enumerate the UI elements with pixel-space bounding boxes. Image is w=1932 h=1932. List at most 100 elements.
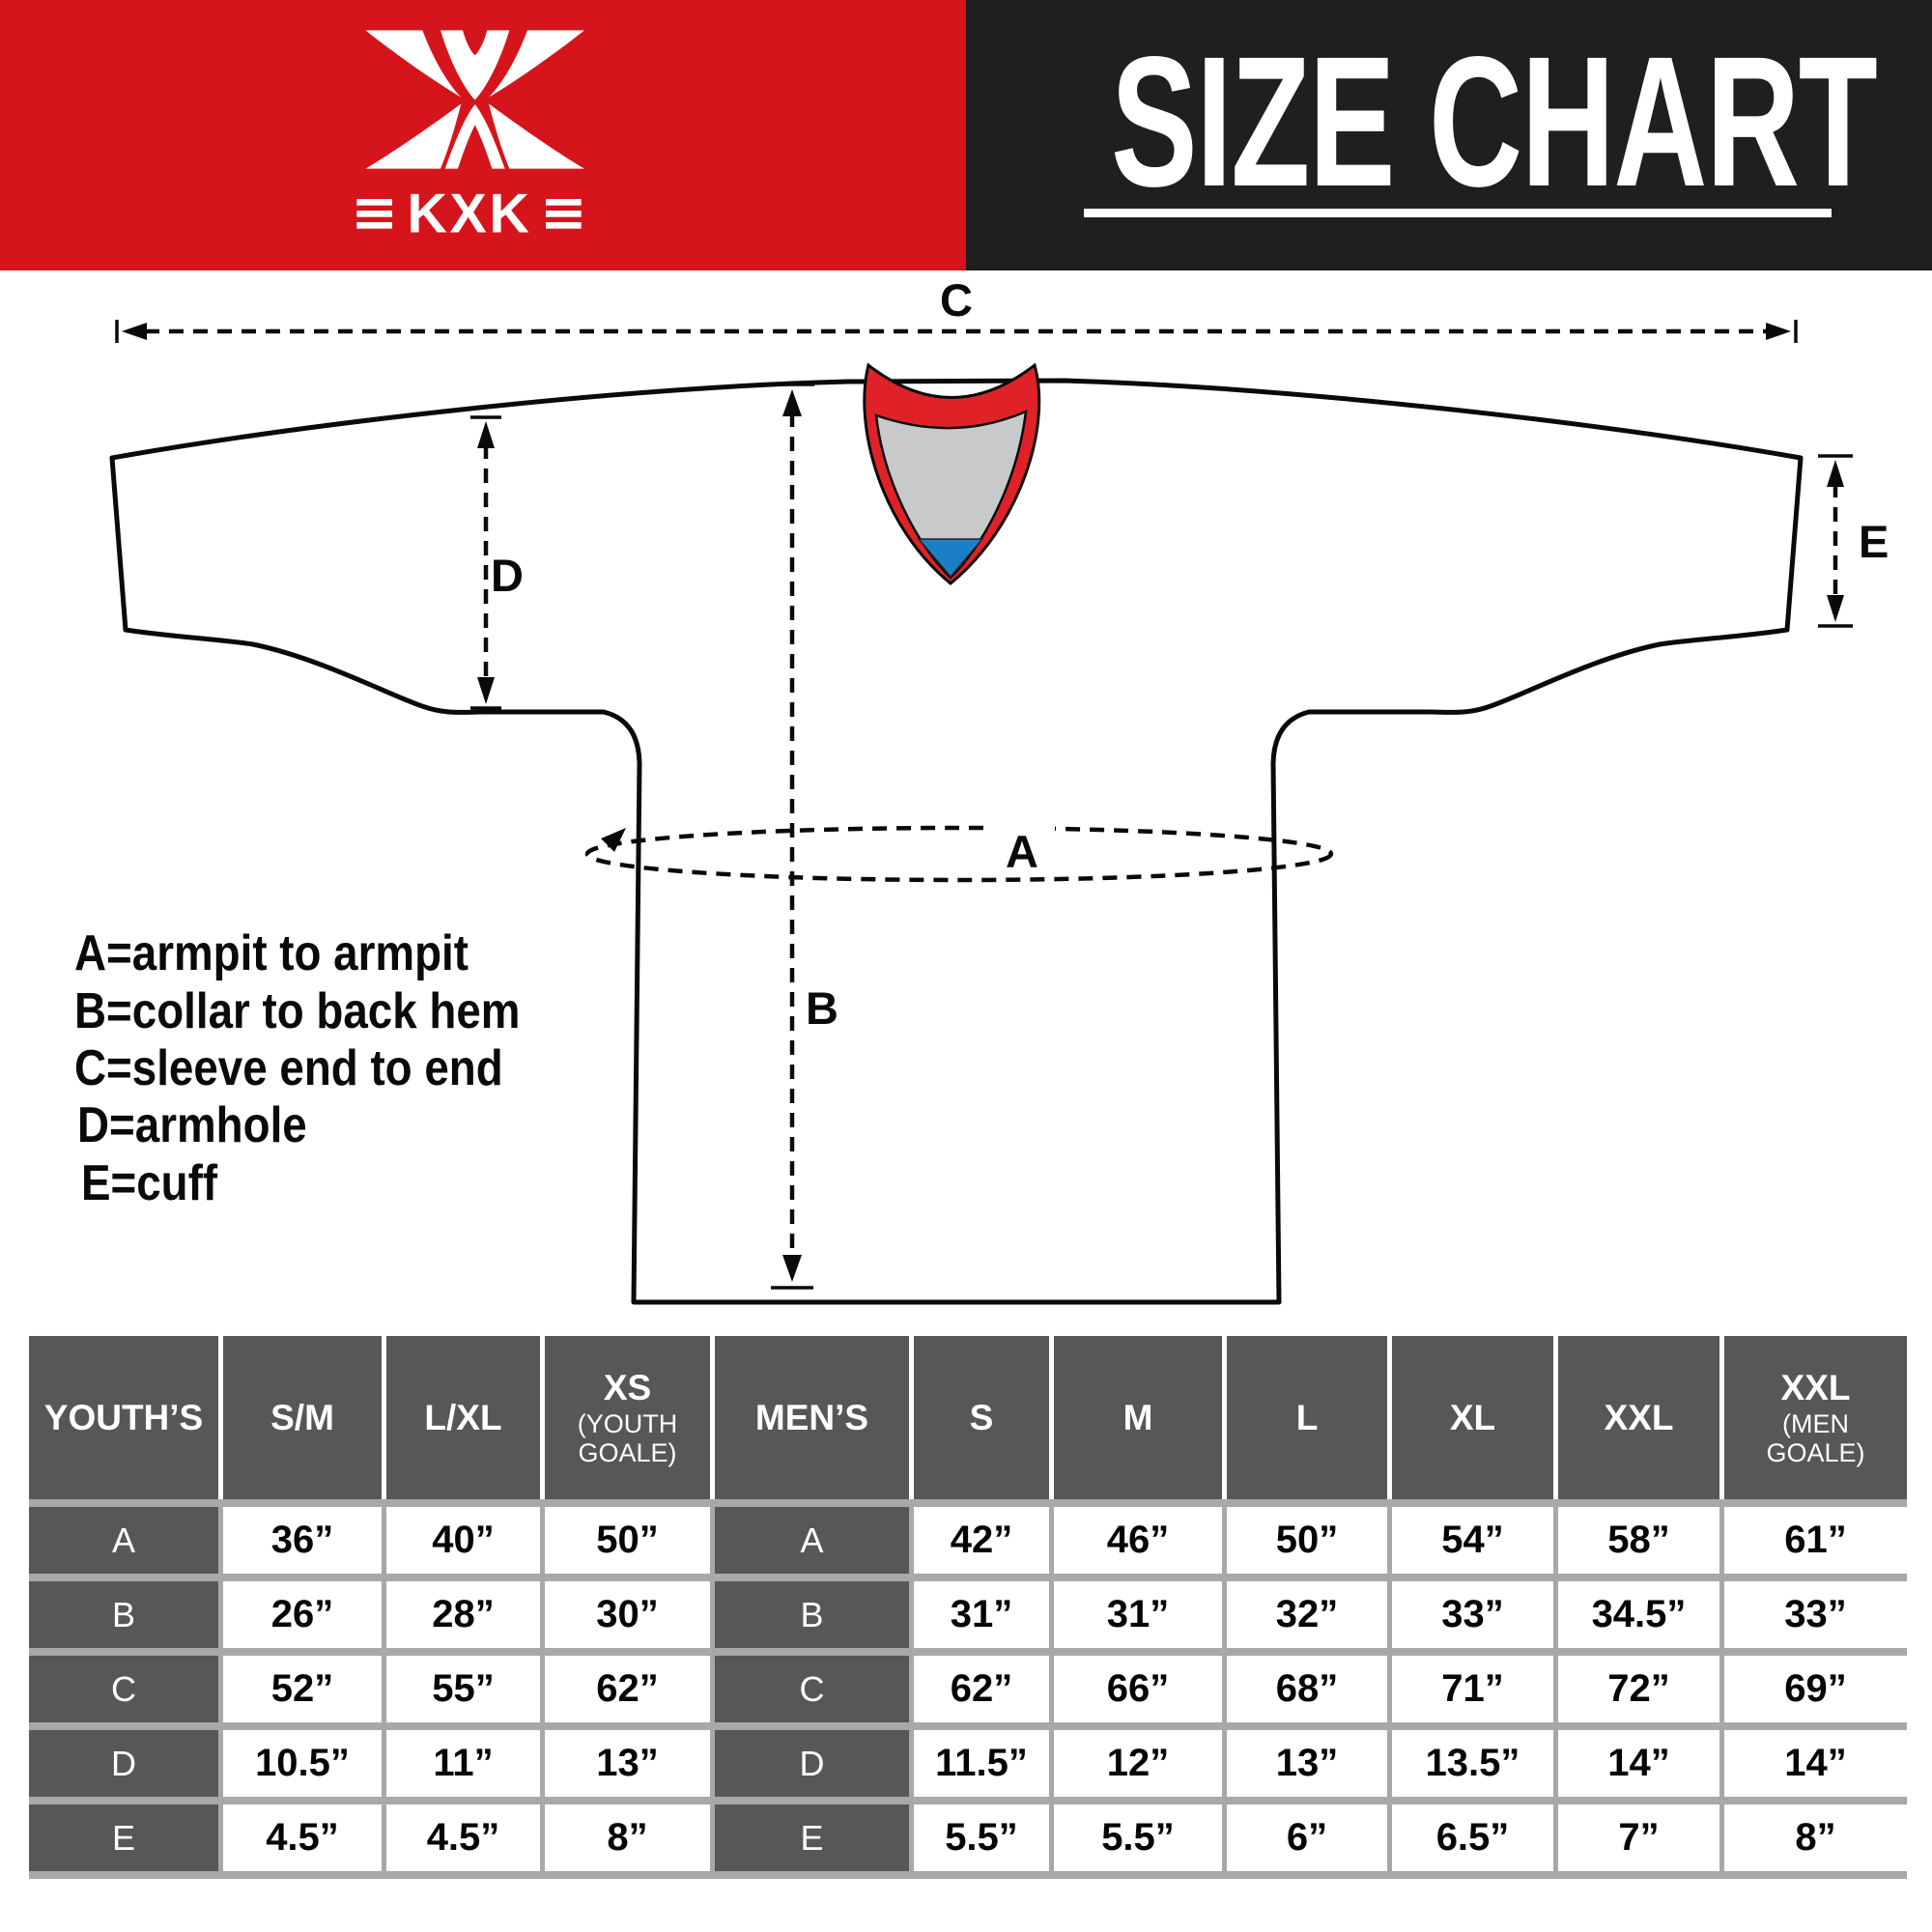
row-label: C bbox=[715, 1656, 909, 1722]
col-header: L bbox=[1227, 1336, 1387, 1499]
row-label: B bbox=[29, 1581, 218, 1648]
legend-line: C=sleeve end to end bbox=[74, 1040, 503, 1095]
table-cell: 26” bbox=[223, 1581, 382, 1648]
col-header-youths: YOUTH’S bbox=[29, 1336, 218, 1499]
table-cell: 11.5” bbox=[914, 1730, 1049, 1797]
measure-arrow-e: E bbox=[1818, 454, 1889, 628]
measure-legend: A=armpit to armpit B=collar to back hem … bbox=[74, 925, 520, 1210]
table-header-row: YOUTH’S S/M L/XL XS (YOUTH GOALE) MEN’S … bbox=[29, 1336, 1907, 1499]
table-cell: 13” bbox=[545, 1730, 710, 1797]
title-header-panel bbox=[966, 0, 1932, 270]
table-cell: 28” bbox=[386, 1581, 540, 1648]
table-cell: 5.5” bbox=[914, 1804, 1049, 1871]
table-cell: 6.5” bbox=[1392, 1804, 1553, 1871]
table-cell: 58” bbox=[1558, 1507, 1719, 1574]
table-cell: 14” bbox=[1558, 1730, 1719, 1797]
brand-text: KXK bbox=[407, 184, 531, 240]
measure-label-a: A bbox=[1006, 826, 1038, 877]
col-header-sub: (YOUTH GOALE) bbox=[577, 1408, 678, 1467]
table-cell: 50” bbox=[1227, 1507, 1387, 1574]
kxk-logo-icon: KXK bbox=[356, 30, 584, 240]
table-cell: 31” bbox=[914, 1581, 1049, 1648]
table-cell: 50” bbox=[545, 1507, 710, 1574]
jersey-measurement-diagram: C D E A bbox=[74, 274, 1889, 1305]
table-cell: 12” bbox=[1054, 1730, 1222, 1797]
table-cell: 54” bbox=[1392, 1507, 1553, 1574]
col-header-xxl-men-goale: XXL (MEN GOALE) bbox=[1724, 1336, 1907, 1499]
table-row-b: B 26” 28” 30” B 31” 31” 32” 33” 34.5” 33… bbox=[29, 1581, 1907, 1648]
table-cell: 30” bbox=[545, 1581, 710, 1648]
table-row-c: C 52” 55” 62” C 62” 66” 68” 71” 72” 69” bbox=[29, 1656, 1907, 1722]
table-cell: 4.5” bbox=[386, 1804, 540, 1871]
title-underline bbox=[1084, 209, 1832, 217]
table-cell: 52” bbox=[223, 1656, 382, 1722]
table-cell: 61” bbox=[1724, 1507, 1907, 1574]
row-label: E bbox=[715, 1804, 909, 1871]
table-cell: 69” bbox=[1724, 1656, 1907, 1722]
row-label: C bbox=[29, 1656, 218, 1722]
legend-line: E=cuff bbox=[81, 1155, 218, 1210]
measure-label-c: C bbox=[940, 274, 973, 326]
measure-arrow-c: C bbox=[115, 274, 1798, 343]
measure-ellipse-a: A bbox=[584, 823, 1334, 883]
table-cell: 36” bbox=[223, 1507, 382, 1574]
legend-line: A=armpit to armpit bbox=[74, 925, 469, 980]
table-cell: 55” bbox=[386, 1656, 540, 1722]
table-cell: 31” bbox=[1054, 1581, 1222, 1648]
col-header: M bbox=[1054, 1336, 1222, 1499]
row-label: D bbox=[29, 1730, 218, 1797]
collar bbox=[863, 362, 1041, 585]
table-cell: 62” bbox=[545, 1656, 710, 1722]
page-title: SIZE CHART bbox=[1111, 17, 1878, 225]
brand-header-panel: KXK bbox=[0, 0, 966, 270]
table-cell: 8” bbox=[545, 1804, 710, 1871]
col-header-xs-youth-goale: XS (YOUTH GOALE) bbox=[545, 1336, 710, 1499]
table-cell: 33” bbox=[1724, 1581, 1907, 1648]
row-label: A bbox=[715, 1507, 909, 1574]
measure-arrow-d: D bbox=[470, 415, 524, 710]
table-row-a: A 36” 40” 50” A 42” 46” 50” 54” 58” 61” bbox=[29, 1507, 1907, 1574]
col-header-main: XS bbox=[603, 1367, 652, 1407]
table-cell: 68” bbox=[1227, 1656, 1387, 1722]
col-header: L/XL bbox=[386, 1336, 540, 1499]
table-cell: 42” bbox=[914, 1507, 1049, 1574]
row-label: A bbox=[29, 1507, 218, 1574]
collar-inner bbox=[874, 409, 1028, 580]
col-header: S bbox=[914, 1336, 1049, 1499]
col-header: XXL bbox=[1558, 1336, 1719, 1499]
table-cell: 5.5” bbox=[1054, 1804, 1222, 1871]
table-cell: 40” bbox=[386, 1507, 540, 1574]
col-header-sub: (MEN GOALE) bbox=[1766, 1408, 1865, 1467]
legend-line: D=armhole bbox=[77, 1097, 307, 1152]
table-cell: 62” bbox=[914, 1656, 1049, 1722]
row-label: D bbox=[715, 1730, 909, 1797]
table-cell: 4.5” bbox=[223, 1804, 382, 1871]
measure-label-e: E bbox=[1859, 516, 1889, 567]
row-label: B bbox=[715, 1581, 909, 1648]
collar-base bbox=[917, 538, 984, 579]
table-cell: 11” bbox=[386, 1730, 540, 1797]
table-cell: 66” bbox=[1054, 1656, 1222, 1722]
table-cell: 13.5” bbox=[1392, 1730, 1553, 1797]
measure-label-d: D bbox=[491, 550, 524, 601]
table-cell: 46” bbox=[1054, 1507, 1222, 1574]
table-cell: 72” bbox=[1558, 1656, 1719, 1722]
table-cell: 8” bbox=[1724, 1804, 1907, 1871]
legend-line: B=collar to back hem bbox=[74, 983, 520, 1038]
table-cell: 6” bbox=[1227, 1804, 1387, 1871]
table-cell: 32” bbox=[1227, 1581, 1387, 1648]
jersey-outline bbox=[109, 378, 1804, 1305]
measure-label-b: B bbox=[806, 982, 838, 1034]
table-row-d: D 10.5” 11” 13” D 11.5” 12” 13” 13.5” 14… bbox=[29, 1730, 1907, 1797]
col-header-mens: MEN’S bbox=[715, 1336, 909, 1499]
table-cell: 10.5” bbox=[223, 1730, 382, 1797]
col-header: S/M bbox=[223, 1336, 382, 1499]
table-cell: 71” bbox=[1392, 1656, 1553, 1722]
col-header: XL bbox=[1392, 1336, 1553, 1499]
table-cell: 14” bbox=[1724, 1730, 1907, 1797]
table-cell: 13” bbox=[1227, 1730, 1387, 1797]
measure-arrow-b: B bbox=[770, 383, 838, 1290]
table-cell: 34.5” bbox=[1558, 1581, 1719, 1648]
table-row-e: E 4.5” 4.5” 8” E 5.5” 5.5” 6” 6.5” 7” 8” bbox=[29, 1804, 1907, 1871]
